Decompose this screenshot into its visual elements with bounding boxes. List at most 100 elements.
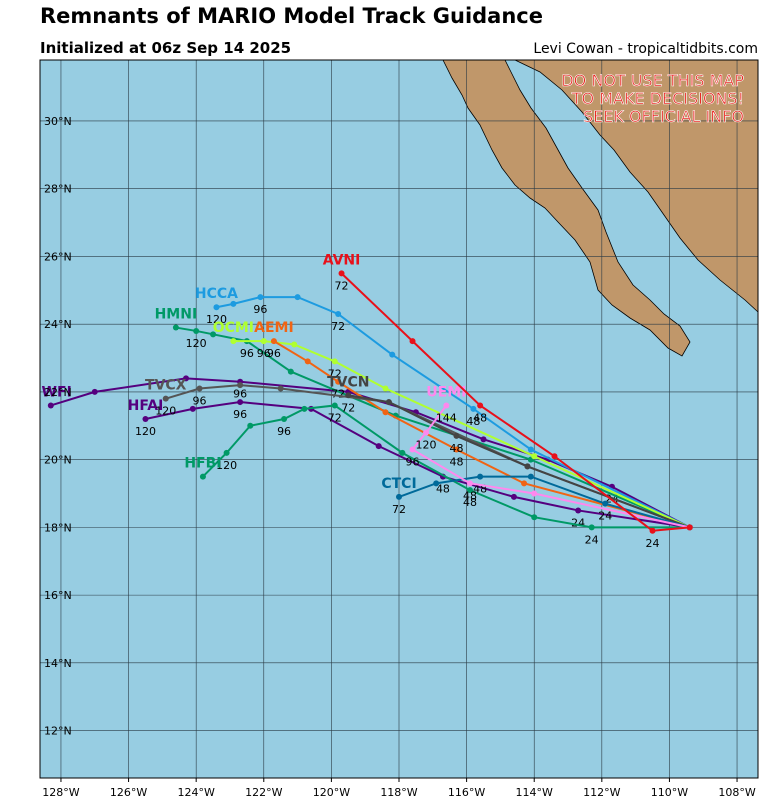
x-tick-label: 108°W: [718, 786, 755, 799]
track-point: [237, 399, 244, 406]
x-tick-label: 114°W: [516, 786, 553, 799]
hour-label: 72: [328, 411, 342, 424]
track-point: [162, 395, 169, 402]
warning: DO NOT USE THIS MAP: [561, 71, 744, 90]
model-name: HCCA: [195, 286, 238, 302]
track-point: [588, 524, 595, 531]
track-point: [453, 446, 460, 453]
hour-label: 48: [449, 442, 463, 455]
track-point: [301, 405, 308, 412]
track-line: [340, 272, 690, 532]
y-tick-label: 22°N: [44, 386, 72, 399]
track-point: [287, 368, 294, 375]
track-point: [230, 300, 237, 307]
hour-label: 24: [646, 537, 660, 550]
y-tick-label: 28°N: [44, 183, 72, 196]
track-point: [443, 402, 450, 409]
track-point: [257, 294, 264, 301]
track-point: [382, 385, 389, 392]
track-point: [423, 429, 430, 436]
y-tick-label: 20°N: [44, 454, 72, 467]
land: [442, 60, 758, 357]
x-tick-label: 118°W: [380, 786, 417, 799]
hour-label: 96: [240, 347, 254, 360]
track-point: [183, 375, 190, 382]
track-point: [409, 446, 416, 453]
y-tick-label: 16°N: [44, 589, 72, 602]
track-point: [213, 304, 220, 311]
subtitle: Initialized at 06z Sep 14 2025: [40, 39, 291, 57]
model-name: AEMI: [254, 320, 294, 336]
track-point: [527, 473, 534, 480]
hour-label: 96: [267, 347, 281, 360]
hour-label: 120: [216, 459, 237, 472]
track-point: [531, 490, 538, 497]
track-point: [385, 399, 392, 406]
y-tick-label: 14°N: [44, 657, 72, 670]
hour-label: 24: [598, 510, 612, 523]
track-point: [172, 324, 179, 331]
hour-label: 24: [585, 533, 599, 546]
track-line: [398, 475, 690, 529]
hour-label: 72: [392, 503, 406, 516]
track-point: [338, 270, 345, 277]
hour-label: 96: [193, 395, 207, 408]
model-name: OCMI: [213, 320, 254, 336]
track-point: [210, 331, 217, 338]
hour-label: 120: [135, 425, 156, 438]
y-tick-label: 18°N: [44, 521, 72, 534]
track-point: [291, 341, 298, 348]
track-point: [466, 487, 473, 494]
hour-label: 72: [341, 401, 355, 414]
track-point: [531, 514, 538, 521]
y-tick-label: 26°N: [44, 250, 72, 263]
hour-label: 96: [233, 408, 247, 421]
x-tick-label: 126°W: [110, 786, 147, 799]
hour-label: 96: [253, 303, 267, 316]
hour-label: 120: [206, 313, 227, 326]
hour-label: 96: [233, 388, 247, 401]
track-point: [510, 493, 517, 500]
track-point: [277, 385, 284, 392]
hour-label: 24: [571, 516, 585, 529]
hour-label: 120: [155, 405, 176, 418]
hour-label: 48: [466, 415, 480, 428]
hour-label: 96: [277, 425, 291, 438]
track-point: [91, 388, 98, 395]
track-point: [551, 453, 558, 460]
hour-label: 72: [331, 320, 345, 333]
track-point: [189, 405, 196, 412]
hour-label: 96: [257, 347, 271, 360]
track-point: [649, 527, 656, 534]
y-tick-label: 30°N: [44, 115, 72, 128]
credit: Levi Cowan - tropicaltidbits.com: [533, 41, 758, 57]
track-point: [270, 338, 277, 345]
model-name: AVNI: [323, 252, 361, 268]
track-point: [453, 432, 460, 439]
x-tick-label: 128°W: [42, 786, 79, 799]
warning: TO MAKE DECISIONS!: [571, 89, 744, 108]
track-point: [230, 338, 237, 345]
y-tick-label: 12°N: [44, 725, 72, 738]
track-point: [466, 480, 473, 487]
model-name: CTCI: [381, 476, 416, 492]
track-point: [521, 480, 528, 487]
track-point: [389, 351, 396, 358]
track-point: [686, 524, 693, 531]
track-point: [142, 416, 149, 422]
track-point: [335, 311, 342, 318]
hour-label: 48: [436, 483, 450, 496]
model-name: TVCN: [327, 374, 369, 390]
track-point: [531, 453, 538, 460]
track-point: [281, 416, 288, 422]
track-point: [524, 463, 531, 470]
hour-label: 48: [473, 411, 487, 424]
x-tick-label: 116°W: [448, 786, 485, 799]
x-tick-label: 110°W: [651, 786, 688, 799]
x-tick-label: 120°W: [313, 786, 350, 799]
track-point: [331, 358, 338, 365]
track-point: [409, 338, 416, 345]
track-point: [47, 402, 54, 409]
track-point: [331, 402, 338, 409]
